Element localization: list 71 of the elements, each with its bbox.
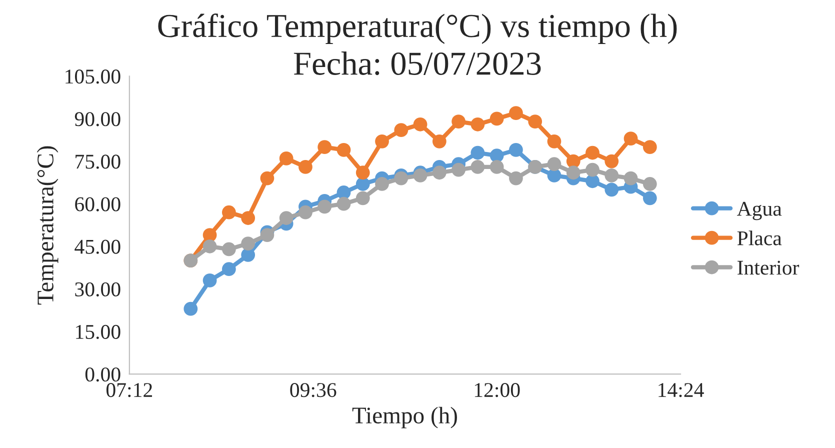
point xyxy=(375,177,389,191)
x-tick-label: 09:36 xyxy=(290,383,336,398)
point xyxy=(336,142,351,157)
point xyxy=(318,140,332,154)
point xyxy=(260,228,274,242)
point xyxy=(452,162,466,177)
point xyxy=(490,112,504,126)
point xyxy=(184,302,198,316)
point xyxy=(604,182,619,197)
point xyxy=(356,166,370,180)
x-tick-label: 07:12 xyxy=(106,383,152,398)
legend-label: Interior xyxy=(738,260,800,275)
y-tick-label: 30.00 xyxy=(75,282,120,296)
point xyxy=(356,191,370,206)
point xyxy=(336,196,351,211)
chart-title: Gráfico Temperatura(°C) vs tiempo (h) xyxy=(158,13,677,44)
point xyxy=(528,114,542,128)
point xyxy=(470,160,485,174)
point xyxy=(432,134,446,148)
point xyxy=(298,160,312,174)
point xyxy=(624,132,638,146)
point xyxy=(260,171,274,186)
point xyxy=(241,211,256,225)
y-tick-label: 45.00 xyxy=(74,240,120,254)
point xyxy=(375,134,389,148)
point xyxy=(241,236,256,251)
y-tick-label: 90.00 xyxy=(74,112,120,126)
point xyxy=(604,168,619,182)
point xyxy=(413,168,428,182)
point xyxy=(222,205,236,220)
point xyxy=(394,123,408,138)
y-tick-label: 60.00 xyxy=(75,197,120,212)
legend-label: Agua xyxy=(736,202,782,220)
point xyxy=(604,154,619,168)
y-axis-title: Temperatura(°C) xyxy=(36,146,58,305)
legend-label: Placa xyxy=(737,230,782,246)
point xyxy=(318,200,332,214)
point xyxy=(586,146,600,160)
point xyxy=(490,160,504,174)
point xyxy=(413,117,428,132)
point xyxy=(642,140,657,154)
point xyxy=(509,142,523,157)
point xyxy=(202,274,217,288)
point xyxy=(279,211,294,225)
point xyxy=(547,134,562,148)
point xyxy=(279,152,294,166)
point xyxy=(509,106,523,120)
point xyxy=(202,239,217,254)
y-tick-label: 105.00 xyxy=(66,70,120,84)
point xyxy=(642,191,657,206)
point xyxy=(432,166,446,180)
y-tick-label: 15.00 xyxy=(76,324,120,340)
point xyxy=(566,166,580,180)
point xyxy=(222,242,236,256)
y-tick-label: 0.00 xyxy=(85,367,120,382)
point xyxy=(470,146,485,160)
y-tick-label: 75.00 xyxy=(76,154,120,169)
point xyxy=(298,205,312,220)
point xyxy=(470,117,485,132)
x-tick-label: 14:24 xyxy=(658,383,704,398)
point xyxy=(642,177,657,191)
x-tick-label: 12:00 xyxy=(474,383,520,398)
point xyxy=(624,171,638,186)
point xyxy=(222,262,236,276)
x-axis-title: Tiempo (h) xyxy=(352,406,457,428)
point xyxy=(452,114,466,128)
chart-subtitle: Fecha: 05/07/2023 xyxy=(294,52,541,76)
point xyxy=(509,171,523,186)
point xyxy=(586,162,600,177)
point xyxy=(547,157,562,172)
point xyxy=(394,171,408,186)
